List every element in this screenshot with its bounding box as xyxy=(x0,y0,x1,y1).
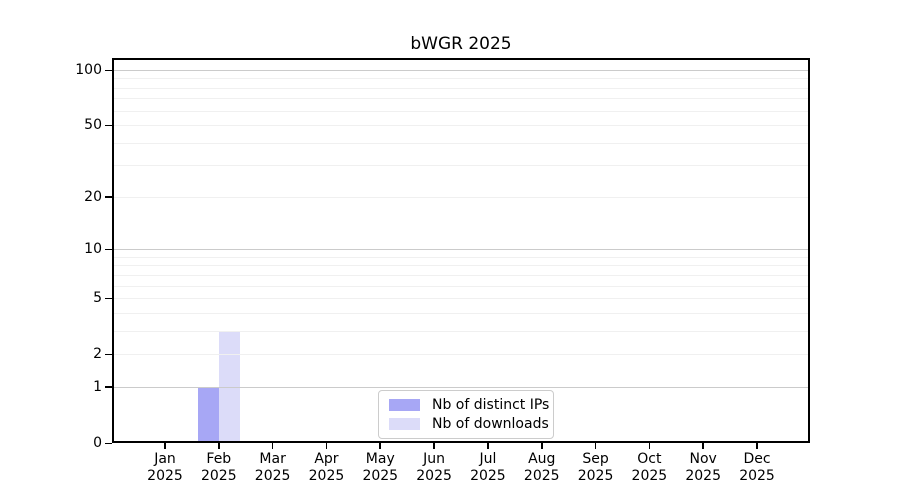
y-tick-label: 1 xyxy=(93,378,102,395)
x-tick-label: Dec 2025 xyxy=(739,451,775,484)
x-tick-label: Jun 2025 xyxy=(416,451,452,484)
x-tick-mark xyxy=(379,443,382,449)
x-tick-label: May 2025 xyxy=(362,451,399,484)
minor-gridline xyxy=(112,165,810,167)
minor-gridline xyxy=(112,298,810,300)
x-tick-mark xyxy=(540,443,543,449)
x-tick-mark xyxy=(325,443,328,449)
y-tick-label: 0 xyxy=(93,435,102,451)
x-tick-mark xyxy=(648,443,651,449)
x-tick-mark xyxy=(433,443,435,449)
minor-gridline xyxy=(112,98,810,100)
x-tick-label: Jan 2025 xyxy=(147,451,183,484)
chart-title: bWGR 2025 xyxy=(410,34,512,54)
legend-label-downloads: Nb of downloads xyxy=(432,416,549,432)
minor-gridline xyxy=(112,256,810,258)
x-tick-mark xyxy=(164,443,166,449)
y-tick-mark xyxy=(105,353,112,356)
minor-gridline xyxy=(112,110,810,112)
minor-gridline xyxy=(112,330,810,332)
minor-gridline xyxy=(112,274,810,276)
y-tick-label: 50 xyxy=(84,117,102,134)
minor-gridline xyxy=(112,78,810,80)
x-tick-label: Aug 2025 xyxy=(523,451,560,484)
y-tick-mark xyxy=(105,124,112,127)
y-tick-mark xyxy=(105,297,112,300)
minor-gridline xyxy=(112,142,810,144)
minor-gridline xyxy=(112,265,810,267)
legend-swatch-downloads-icon xyxy=(389,418,420,430)
minor-gridline xyxy=(112,125,810,127)
legend-swatch-distinct-ips-icon xyxy=(389,399,420,411)
x-tick-label: Oct 2025 xyxy=(631,451,668,484)
grid-layer xyxy=(112,58,810,443)
x-tick-label: Mar 2025 xyxy=(254,451,291,484)
y-tick-label: 20 xyxy=(84,188,102,205)
y-tick-mark xyxy=(105,196,112,199)
legend-item-distinct-ips: Nb of distinct IPs xyxy=(389,397,549,413)
x-tick-label: Jul 2025 xyxy=(470,451,506,484)
y-tick-mark xyxy=(105,442,112,445)
major-gridline xyxy=(112,249,810,251)
minor-gridline xyxy=(112,285,810,287)
x-tick-label: Apr 2025 xyxy=(308,451,345,484)
x-tick-mark xyxy=(702,443,704,449)
legend: Nb of distinct IPs Nb of downloads xyxy=(378,390,554,439)
y-tick-mark xyxy=(105,69,112,72)
plot-area xyxy=(112,58,810,443)
x-tick-label: Nov 2025 xyxy=(685,451,721,484)
minor-gridline xyxy=(112,312,810,314)
minor-gridline xyxy=(112,196,810,198)
y-tick-mark xyxy=(105,248,112,251)
y-tick-mark xyxy=(105,386,112,389)
y-tick-label: 100 xyxy=(75,62,102,78)
x-tick-mark xyxy=(487,443,489,449)
y-tick-label: 10 xyxy=(84,241,102,258)
x-tick-mark xyxy=(271,443,274,449)
legend-item-downloads: Nb of downloads xyxy=(389,416,549,432)
y-tick-label: 2 xyxy=(93,346,102,363)
x-tick-label: Feb 2025 xyxy=(200,451,237,484)
legend-label-distinct-ips: Nb of distinct IPs xyxy=(432,397,550,413)
minor-gridline xyxy=(112,87,810,89)
x-tick-mark xyxy=(218,443,220,449)
bar-nb-of-distinct-ips xyxy=(197,386,219,443)
y-tick-label: 5 xyxy=(93,290,102,307)
minor-gridline xyxy=(112,354,810,356)
x-tick-label: Sep 2025 xyxy=(577,451,614,484)
x-tick-mark xyxy=(594,443,597,449)
major-gridline xyxy=(112,70,810,71)
major-gridline xyxy=(112,386,810,388)
x-tick-mark xyxy=(756,443,758,449)
